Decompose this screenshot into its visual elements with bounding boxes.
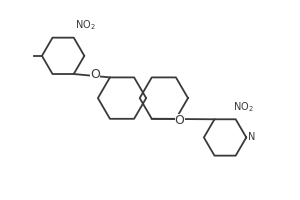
Text: NO$_2$: NO$_2$ xyxy=(233,100,254,114)
Text: O: O xyxy=(90,68,100,81)
Text: O: O xyxy=(175,114,184,127)
Text: N: N xyxy=(248,132,255,142)
Text: NO$_2$: NO$_2$ xyxy=(75,19,96,32)
